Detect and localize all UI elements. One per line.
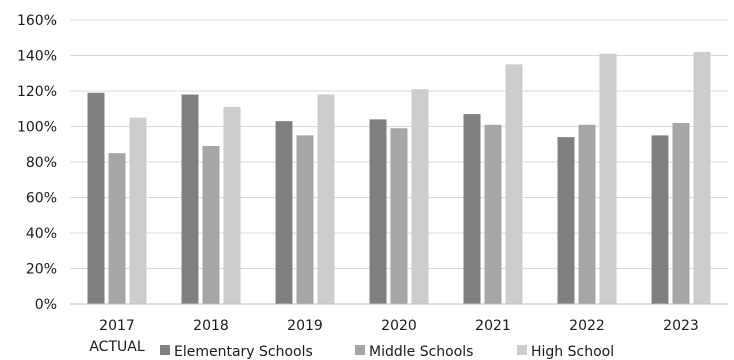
bar [578, 124, 596, 304]
bar [505, 64, 523, 304]
bar [672, 122, 690, 304]
bar [599, 53, 617, 304]
x-tick-label: 2017 [99, 318, 135, 334]
bar [651, 135, 669, 304]
legend-label: Elementary Schools [174, 344, 313, 360]
x-axis: 2017 ACTUAL 2018 2019 2020 2021 2022 2023 [89, 318, 698, 355]
bar [390, 128, 408, 304]
legend-swatch [355, 345, 365, 355]
y-tick-label: 60% [26, 191, 57, 207]
legend-label: Middle Schools [369, 344, 473, 360]
x-tick-label: 2022 [569, 318, 605, 334]
y-tick-label: 20% [26, 262, 57, 278]
legend-swatch [517, 345, 527, 355]
bar [463, 114, 481, 304]
x-tick-label: 2023 [663, 318, 699, 334]
legend-swatch [160, 345, 170, 355]
x-tick-label: 2020 [381, 318, 417, 334]
bar [275, 121, 293, 304]
bar [108, 153, 126, 304]
y-tick-label: 100% [17, 120, 57, 136]
bar [223, 106, 241, 304]
x-tick-label: 2018 [193, 318, 229, 334]
legend-label: High School [531, 344, 614, 360]
bar [87, 92, 105, 305]
bar [693, 51, 711, 305]
bars [87, 51, 711, 305]
x-tick-label: 2019 [287, 318, 323, 334]
bar [129, 117, 147, 304]
x-tick-label: 2021 [475, 318, 511, 334]
y-tick-label: 160% [17, 13, 57, 29]
bar [369, 119, 387, 305]
y-tick-label: 0% [35, 297, 57, 313]
y-axis: 0% 20% 40% 60% 80% 100% 120% 140% 160% [17, 13, 57, 313]
x-tick-sublabel: ACTUAL [89, 339, 144, 355]
bar [411, 89, 429, 304]
y-tick-label: 120% [17, 84, 57, 100]
legend: Elementary Schools Middle Schools High Sch… [160, 344, 614, 360]
y-tick-label: 140% [17, 49, 57, 65]
y-tick-label: 80% [26, 155, 57, 171]
bar [557, 137, 575, 304]
bar [181, 94, 199, 304]
bar [317, 94, 335, 304]
y-tick-label: 40% [26, 226, 57, 242]
bar [202, 146, 220, 304]
bar [484, 124, 502, 304]
bar [296, 135, 314, 304]
